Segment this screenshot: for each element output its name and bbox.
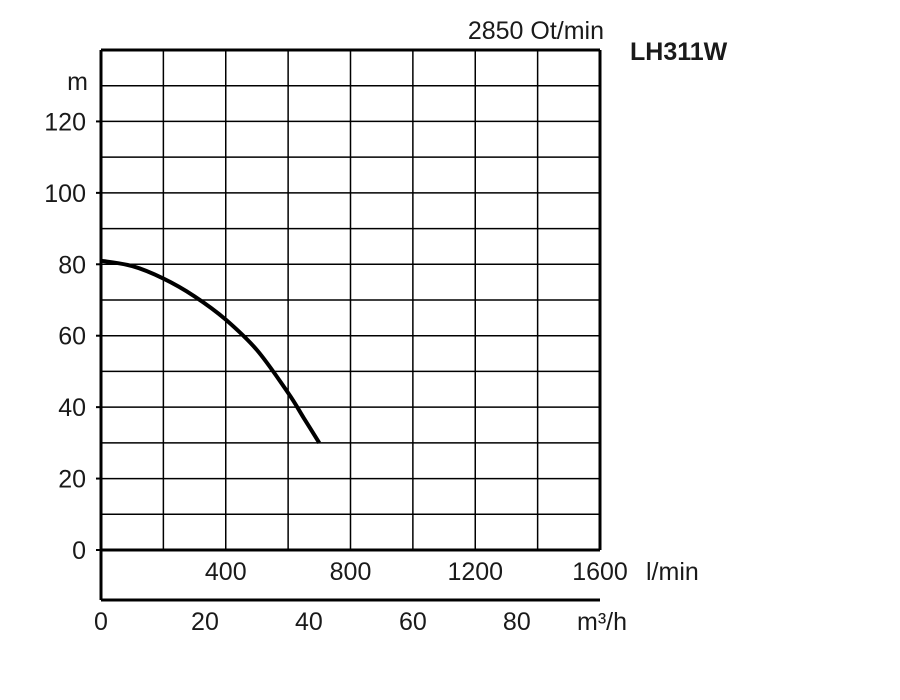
x-tick-label-m3h: 0 <box>94 608 108 636</box>
y-tick-label: 120 <box>44 108 86 136</box>
x-tick-label-lmin: 400 <box>205 558 247 586</box>
y-unit-label: m <box>67 68 88 96</box>
series-line-head-curve <box>100 258 322 444</box>
y-tick-label: 100 <box>44 180 86 208</box>
model-label: LH311W <box>630 38 728 66</box>
y-tick-label: 0 <box>72 537 86 565</box>
speed-label: 2850 Ot/min <box>468 17 604 45</box>
y-tick-label: 40 <box>58 394 86 422</box>
y-tick-label: 60 <box>58 323 86 351</box>
x-tick-label-m3h: 40 <box>295 608 323 636</box>
grid <box>96 48 602 602</box>
x-tick-label-m3h: 80 <box>503 608 531 636</box>
x-unit-lmin-label: l/min <box>646 558 699 586</box>
y-tick-label: 80 <box>58 251 86 279</box>
x-tick-label-lmin: 800 <box>330 558 372 586</box>
x-tick-label-lmin: 1600 <box>572 558 628 586</box>
y-tick-label: 20 <box>58 466 86 494</box>
x-tick-label-m3h: 20 <box>191 608 219 636</box>
tick-labels: 0 20 40 60 80 100 120 400 800 1200 1600 0 20 40 60 80 <box>44 108 628 636</box>
x-tick-label-lmin: 1200 <box>447 558 503 586</box>
x-tick-label-m3h: 60 <box>399 608 427 636</box>
x-unit-m3h-label: m³/h <box>577 608 627 636</box>
